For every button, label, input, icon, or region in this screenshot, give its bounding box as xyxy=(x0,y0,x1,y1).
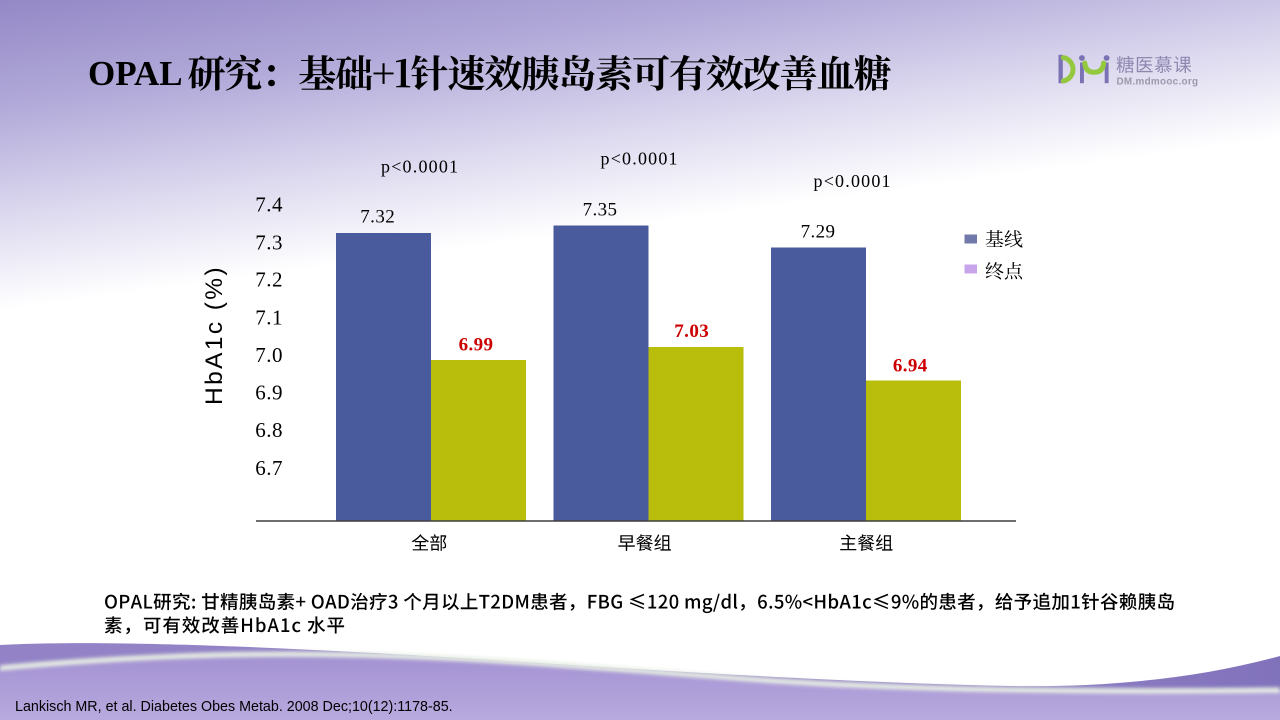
svg-text:p<0.0001: p<0.0001 xyxy=(601,149,679,169)
svg-text:6.94: 6.94 xyxy=(893,356,928,377)
svg-text:p<0.0001: p<0.0001 xyxy=(381,157,459,177)
svg-text:7.4: 7.4 xyxy=(255,193,283,217)
svg-text:6.99: 6.99 xyxy=(459,335,494,356)
svg-text:HbA1c (%): HbA1c (%) xyxy=(201,265,228,405)
svg-text:7.2: 7.2 xyxy=(255,268,283,292)
svg-text:7.0: 7.0 xyxy=(255,343,283,367)
svg-text:7.03: 7.03 xyxy=(674,321,709,342)
svg-text:7.29: 7.29 xyxy=(801,222,836,243)
svg-text:6.8: 6.8 xyxy=(255,418,283,442)
svg-text:6.7: 6.7 xyxy=(255,456,283,480)
svg-text:7.32: 7.32 xyxy=(360,207,395,228)
svg-text:p<0.0001: p<0.0001 xyxy=(814,171,892,191)
svg-text:7.3: 7.3 xyxy=(255,230,283,254)
svg-text:Lankisch MR, et al. Diabetes: Lankisch MR, et al. Diabetes Obes Metab.… xyxy=(15,699,453,715)
svg-text:6.9: 6.9 xyxy=(255,381,283,405)
svg-text:7.1: 7.1 xyxy=(255,306,283,330)
svg-text:OPAL: OPAL xyxy=(88,54,183,93)
svg-text:DM.mdmooc.org: DM.mdmooc.org xyxy=(1117,77,1199,88)
svg-text:7.35: 7.35 xyxy=(583,200,618,221)
